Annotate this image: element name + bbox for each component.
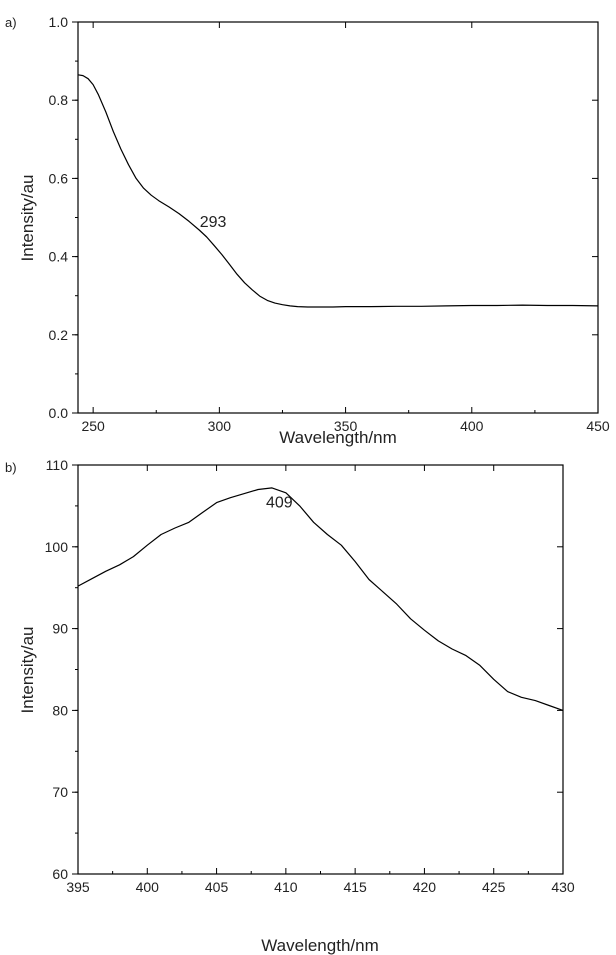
panel-a-y-tick-label: 0.4 <box>49 249 69 265</box>
panel-b-peak-annotation: 409 <box>266 495 293 512</box>
panel-b-y-tick-label: 110 <box>46 457 69 473</box>
panel-a-x-tick-label: 450 <box>586 418 610 434</box>
panel-a-x-axis-label: Wavelength/nm <box>279 428 396 447</box>
panel-b-x-tick-label: 405 <box>205 879 229 895</box>
panel-a-peak-annotation: 293 <box>200 214 227 231</box>
panel-b-y-tick-label: 80 <box>52 702 68 718</box>
panel-b-y-tick-label: 100 <box>45 539 69 555</box>
panel-a-x-tick-label: 300 <box>208 418 232 434</box>
panel-b-y-tick-label: 60 <box>52 866 68 882</box>
panel-a-spectrum-line <box>77 74 599 308</box>
panel-a-y-tick-label: 0.8 <box>49 92 69 108</box>
panel-b-y-tick-label: 70 <box>52 784 68 800</box>
panel-b-x-tick-label: 420 <box>413 879 437 895</box>
panel-a-x-tick-label: 250 <box>81 418 105 434</box>
panel-a-marks: 250 300 350 400 450 0.0 0.2 0.4 0.6 0.8 1.0 293 <box>49 14 610 434</box>
panel-b-x-tick-label: 400 <box>136 879 160 895</box>
panel-b-marks: 395 400 405 410 415 420 425 430 60 70 80 90 100 110 40… <box>45 457 575 895</box>
panel-b-x-tick-label: 425 <box>482 879 506 895</box>
panel-a-x-tick-label: 350 <box>334 418 358 434</box>
panel-b-x-tick-label: 410 <box>274 879 298 895</box>
panel-a-y-tick-label: 0.6 <box>49 170 69 186</box>
panel-b-plot-frame <box>77 464 564 875</box>
panel-a-label: a) <box>5 15 17 30</box>
panel-b-x-tick-label: 430 <box>551 879 575 895</box>
panel-b-x-tick-label: 395 <box>66 879 90 895</box>
panel-a-y-axis-label: Intensity/au <box>18 175 37 262</box>
panel-b-x-axis-label: Wavelength/nm <box>261 936 378 955</box>
panel-a-y-tick-label: 0.0 <box>49 405 69 421</box>
panel-a: a) 250 300 350 400 4500.00.20.40.60.81.0293 … <box>5 14 610 447</box>
panel-b-y-tick-label: 90 <box>52 621 68 637</box>
panel-a-x-tick-label: 400 <box>460 418 484 434</box>
panel-b-label: b) <box>5 460 17 475</box>
panel-b-x-tick-label: 415 <box>343 879 367 895</box>
panel-b: b) 395 400 405 410 415 420 425 430 60 70 80 90 100 11… <box>5 457 575 955</box>
panel-a-y-tick-label: 1.0 <box>49 14 69 30</box>
panel-b-y-axis-label: Intensity/au <box>18 627 37 714</box>
panel-a-y-tick-label: 0.2 <box>49 327 69 343</box>
panel-a-plot-frame <box>77 21 599 414</box>
panel-b-spectrum-line <box>77 487 564 711</box>
